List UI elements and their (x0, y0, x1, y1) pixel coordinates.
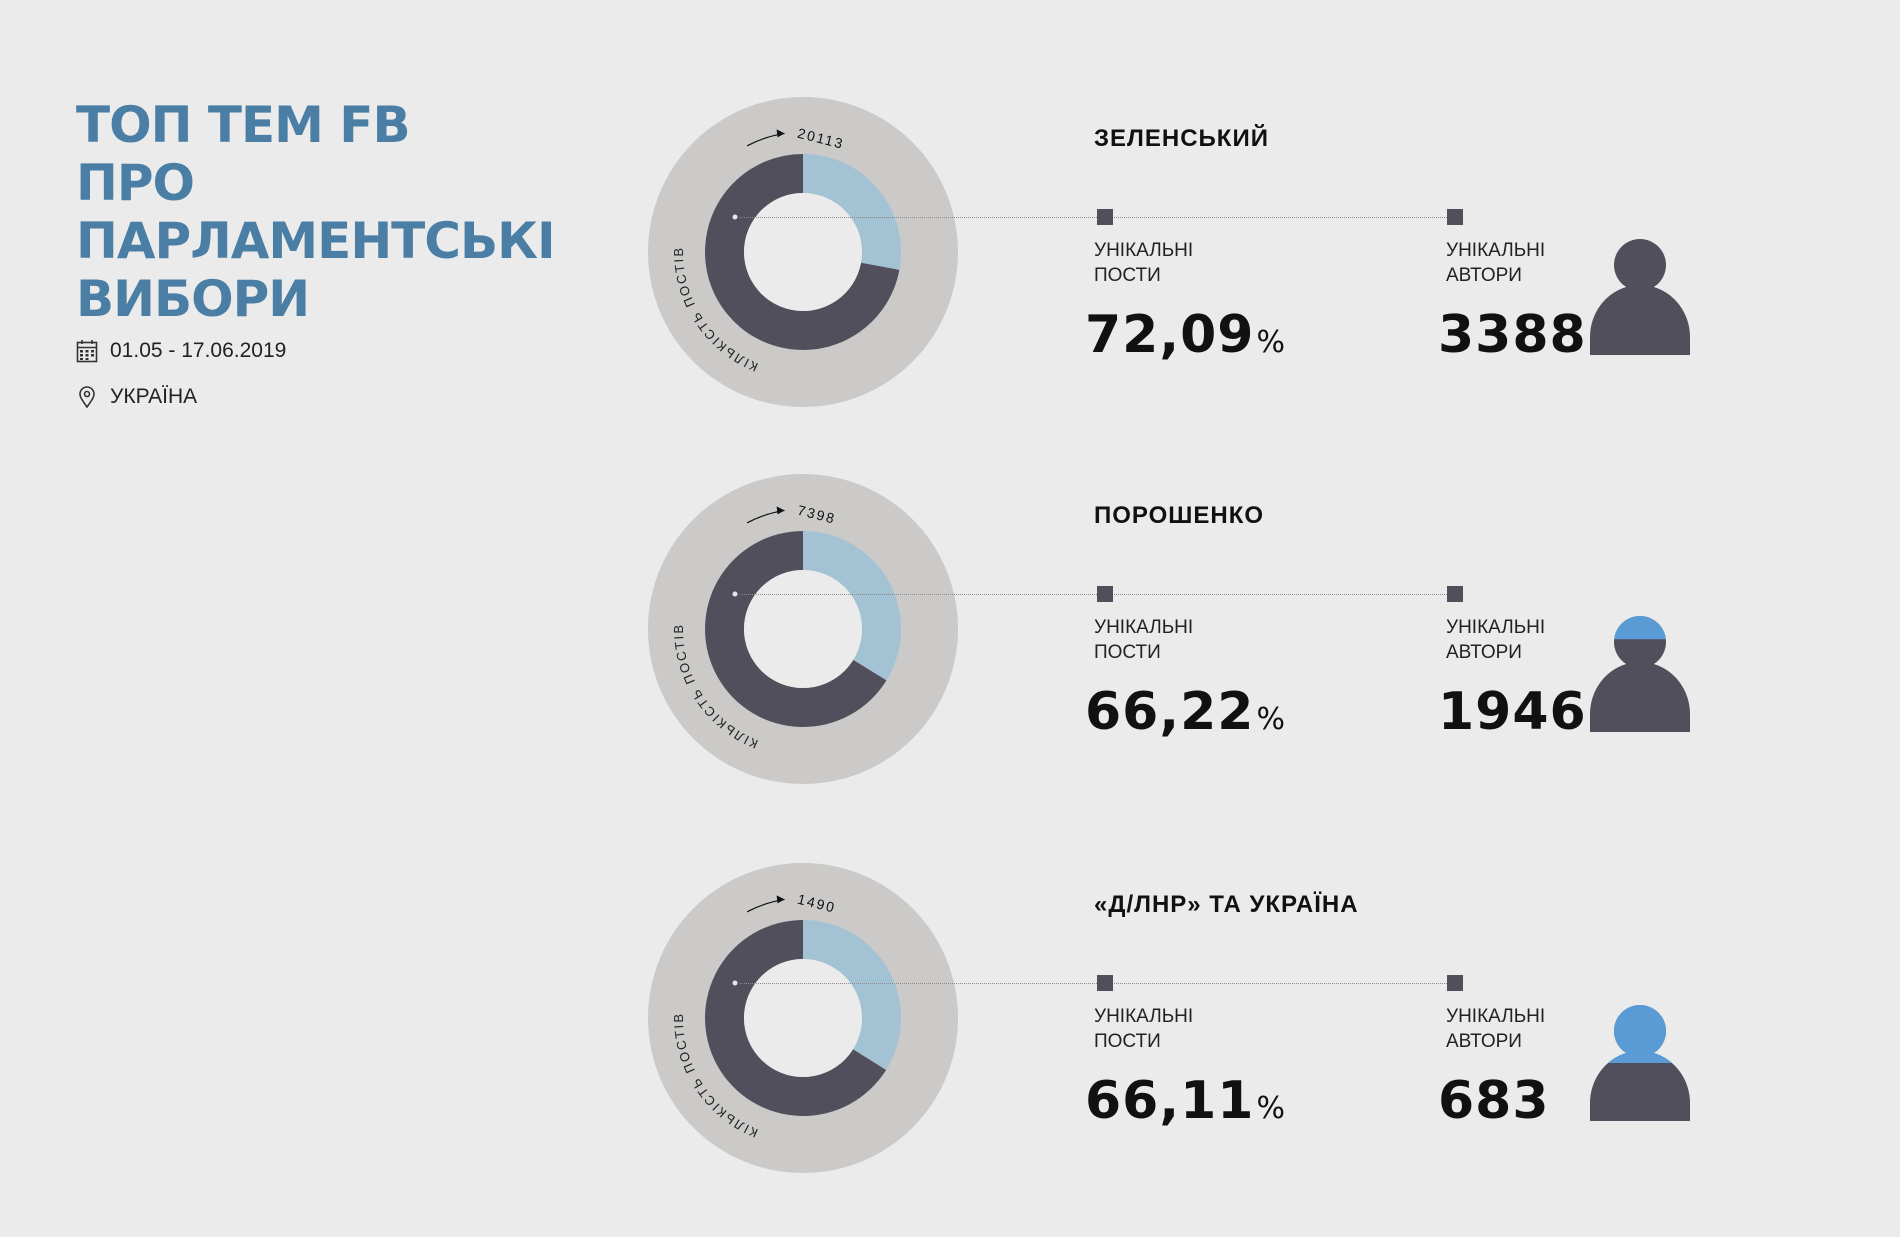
unique-authors-value: 3388 (1438, 305, 1587, 365)
unique-authors-value: 683 (1438, 1071, 1550, 1131)
calendar-icon (76, 340, 98, 363)
donut-hole (744, 193, 862, 311)
date-range-text: 01.05 - 17.06.2019 (110, 339, 287, 362)
donut-anchor-dot (732, 591, 738, 597)
person-fill-highlight (1590, 1005, 1690, 1063)
topic-name: ЗЕЛЕНСЬКИЙ (1094, 125, 1269, 152)
unique-posts-value: 72,09% (1085, 305, 1286, 365)
authors-marker (1447, 209, 1463, 225)
unique-posts-value: 66,11% (1085, 1071, 1286, 1131)
donut-slice-other (705, 154, 900, 350)
percent-sign: % (1256, 702, 1286, 737)
unique-authors-label: УНІКАЛЬНІ АВТОРИ (1446, 617, 1546, 663)
donut-slice-other (705, 920, 887, 1116)
posts-marker (1097, 209, 1113, 225)
unique-authors-label: УНІКАЛЬНІ АВТОРИ (1446, 240, 1546, 286)
unique-posts-number: 72,09 (1085, 305, 1255, 365)
topic-row-2: КІЛЬКІСТЬ ПОСТІВ 7398 ПОРОШЕНКО УНІКАЛЬНІ П… (0, 472, 1900, 792)
person-icon (1590, 616, 1690, 732)
donut-hole (744, 570, 862, 688)
donut-slice-unique (803, 920, 901, 1070)
unique-posts-label: УНІКАЛЬНІ ПОСТИ (1094, 240, 1194, 286)
date-range: 01.05 - 17.06.2019 (76, 339, 286, 363)
unique-authors-value: 1946 (1438, 682, 1587, 742)
percent-sign: % (1256, 1091, 1286, 1126)
location: УКРАЇНА (76, 385, 197, 409)
unique-authors-label: УНІКАЛЬНІ АВТОРИ (1446, 1006, 1546, 1052)
unique-posts-label: УНІКАЛЬНІ ПОСТИ (1094, 617, 1194, 663)
topic-row-1: КІЛЬКІСТЬ ПОСТІВ 20113 ЗЕЛЕНСЬКИЙ УНІКАЛЬНІ… (0, 95, 1900, 415)
person-icon (1590, 1005, 1690, 1121)
unique-posts-number: 66,22 (1085, 682, 1255, 742)
donut-hole (744, 959, 862, 1077)
unique-posts-value: 66,22% (1085, 682, 1286, 742)
posts-marker (1097, 586, 1113, 602)
topic-name: ПОРОШЕНКО (1094, 502, 1265, 529)
location-pin-icon (79, 386, 95, 409)
donut-anchor-dot (732, 980, 738, 986)
arrow-head-icon (776, 506, 785, 515)
donut-anchor-dot (732, 214, 738, 220)
unique-posts-label: УНІКАЛЬНІ ПОСТИ (1094, 1006, 1194, 1052)
location-text: УКРАЇНА (110, 385, 198, 408)
arrow-head-icon (776, 895, 785, 904)
donut-slice-unique (803, 531, 901, 681)
person-fill-highlight (1590, 616, 1690, 640)
donut-slice-unique (803, 154, 901, 270)
page-title: ТОП ТЕМ FB ПРО ПАРЛАМЕНТСЬКІ ВИБОРИ (76, 96, 556, 328)
authors-marker (1447, 586, 1463, 602)
posts-marker (1097, 975, 1113, 991)
unique-posts-number: 66,11 (1085, 1071, 1255, 1131)
donut-slice-other (705, 531, 887, 727)
arrow-head-icon (776, 129, 785, 138)
person-icon (1590, 239, 1690, 355)
topic-row-3: КІЛЬКІСТЬ ПОСТІВ 1490 «Д/ЛНР» ТА УКРАЇНА УН… (0, 861, 1900, 1181)
percent-sign: % (1256, 325, 1286, 360)
authors-marker (1447, 975, 1463, 991)
topic-name: «Д/ЛНР» ТА УКРАЇНА (1094, 891, 1359, 918)
